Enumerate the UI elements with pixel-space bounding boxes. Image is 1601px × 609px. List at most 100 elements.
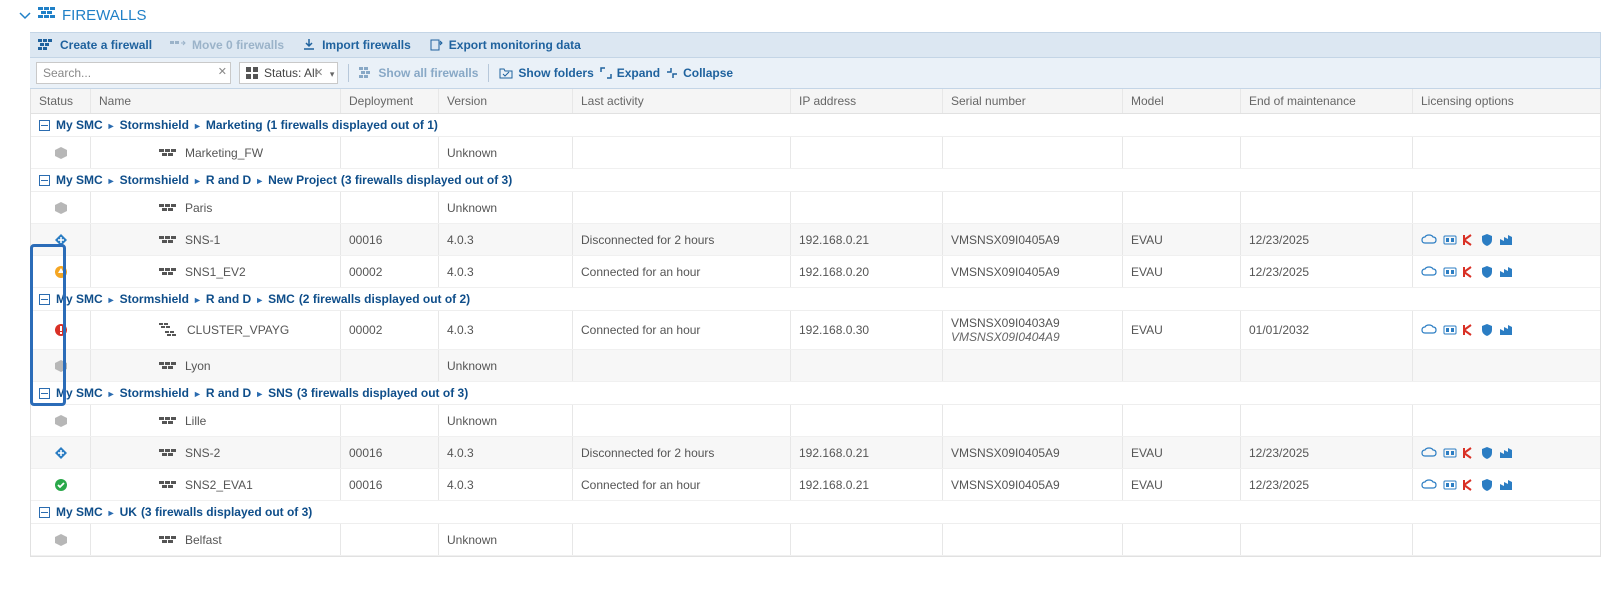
export-monitoring-button[interactable]: Export monitoring data [429,38,581,52]
kaspersky-icon [1463,234,1475,246]
cell-version: Unknown [439,524,573,555]
kaspersky-icon [1463,324,1475,336]
cell-activity [573,137,791,168]
table-row[interactable]: SNS2_EVA1000164.0.3Connected for an hour… [31,469,1600,501]
cell-version: 4.0.3 [439,311,573,349]
group-collapse-icon[interactable] [39,120,50,131]
cell-status [31,192,91,223]
vpn-icon [1443,324,1457,336]
cell-eom: 01/01/2032 [1241,311,1413,349]
cell-name: SNS1_EV2 [91,256,341,287]
col-ip[interactable]: IP address [791,89,943,113]
vpn-icon [1443,479,1457,491]
industry-icon [1499,234,1513,246]
cloud-icon [1421,234,1437,246]
create-firewall-button[interactable]: Create a firewall [38,38,152,52]
shield-icon [1481,323,1493,337]
status-dropdown-icon[interactable]: ▾ [330,69,335,80]
cell-serial: VMSNSX09I0405A9 [943,437,1123,468]
group-collapse-icon[interactable] [39,294,50,305]
group-row[interactable]: My SMC►Stormshield►R and D►New Project(3… [31,169,1600,192]
folder-check-icon [499,67,513,79]
group-row[interactable]: My SMC►Stormshield►R and D►SMC(2 firewal… [31,288,1600,311]
group-row[interactable]: My SMC►UK(3 firewalls displayed out of 3… [31,501,1600,524]
table-row[interactable]: LyonUnknown [31,350,1600,382]
cell-activity: Disconnected for 2 hours [573,437,791,468]
group-count: (2 firewalls displayed out of 2) [299,292,470,306]
group-collapse-icon[interactable] [39,388,50,399]
group-collapse-icon[interactable] [39,507,50,518]
cell-eom [1241,192,1413,223]
search-input[interactable] [36,62,231,84]
cell-ip: 192.168.0.21 [791,437,943,468]
cell-deployment [341,350,439,381]
status-clear-icon[interactable]: ✕ [314,66,323,79]
cell-serial: VMSNSX09I0403A9VMSNSX09I0404A9 [943,311,1123,349]
licensing-icons [1421,265,1513,279]
col-version[interactable]: Version [439,89,573,113]
group-collapse-icon[interactable] [39,175,50,186]
col-name[interactable]: Name [91,89,341,113]
cell-activity: Connected for an hour [573,469,791,500]
table-row[interactable]: SNS1_EV2000024.0.3Connected for an hour1… [31,256,1600,288]
col-model[interactable]: Model [1123,89,1241,113]
expand-icon [600,67,612,79]
table-row[interactable]: ParisUnknown [31,192,1600,224]
import-firewalls-button[interactable]: Import firewalls [302,38,411,52]
collapse-button[interactable]: Collapse [666,66,733,80]
col-eom[interactable]: End of maintenance [1241,89,1413,113]
cell-name: Belfast [91,524,341,555]
cell-model [1123,524,1241,555]
firewall-icon [159,447,177,459]
table-row[interactable]: Marketing_FWUnknown [31,137,1600,169]
cell-status [31,469,91,500]
cloud-icon [1421,266,1437,278]
collapse-section-icon[interactable] [18,8,32,22]
page-title: FIREWALLS [62,7,146,24]
cell-version: 4.0.3 [439,469,573,500]
status-filter-chip[interactable]: Status: All ✕ ▾ [239,62,338,84]
status-grid-icon [246,67,258,79]
cell-serial: VMSNSX09I0405A9 [943,224,1123,255]
col-activity[interactable]: Last activity [573,89,791,113]
show-folders-button[interactable]: Show folders [499,66,593,80]
table-row[interactable]: Belfast Unknown [31,524,1600,556]
cell-activity [573,192,791,223]
cell-model [1123,192,1241,223]
licensing-icons [1421,478,1513,492]
table-row[interactable]: SNS-1000164.0.3Disconnected for 2 hours1… [31,224,1600,256]
cell-model: EVAU [1123,469,1241,500]
cell-activity [573,405,791,436]
cell-ip: 192.168.0.30 [791,311,943,349]
show-all-firewalls-button[interactable]: Show all firewalls [359,66,478,80]
shield-icon [1481,446,1493,460]
cell-eom [1241,350,1413,381]
expand-button[interactable]: Expand [600,66,660,80]
table-row[interactable]: CLUSTER_VPAYG000024.0.3Connected for an … [31,311,1600,350]
cell-eom [1241,524,1413,555]
cell-version: Unknown [439,192,573,223]
table-row[interactable]: LilleUnknown [31,405,1600,437]
col-status[interactable]: Status [31,89,91,113]
cell-eom: 12/23/2025 [1241,224,1413,255]
cell-serial: VMSNSX09I0405A9 [943,256,1123,287]
cell-ip [791,137,943,168]
col-lic[interactable]: Licensing options [1413,89,1583,113]
cell-eom [1241,137,1413,168]
group-row[interactable]: My SMC►Stormshield►R and D►SNS(3 firewal… [31,382,1600,405]
cell-name: CLUSTER_VPAYG [91,311,341,349]
cell-eom: 12/23/2025 [1241,256,1413,287]
search-clear-icon[interactable]: ✕ [218,65,227,78]
col-deployment[interactable]: Deployment [341,89,439,113]
kaspersky-icon [1463,266,1475,278]
cell-activity: Connected for an hour [573,256,791,287]
cloud-icon [1421,479,1437,491]
cell-serial [943,405,1123,436]
table-row[interactable]: SNS-2000164.0.3Disconnected for 2 hours1… [31,437,1600,469]
group-row[interactable]: My SMC►Stormshield►Marketing(1 firewalls… [31,114,1600,137]
cell-serial: VMSNSX09I0405A9 [943,469,1123,500]
col-serial[interactable]: Serial number [943,89,1123,113]
cell-ip [791,350,943,381]
cell-version: Unknown [439,137,573,168]
cell-activity: Connected for an hour [573,311,791,349]
